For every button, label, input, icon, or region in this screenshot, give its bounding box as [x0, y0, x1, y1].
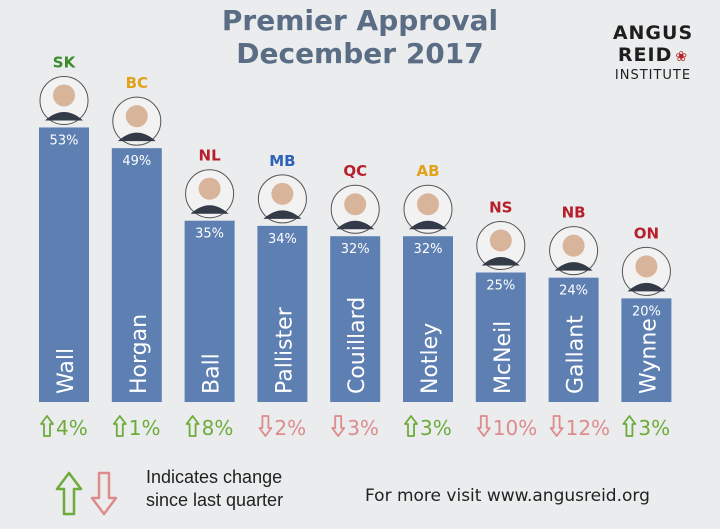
title-line-2: December 2017 — [236, 37, 484, 70]
angus-reid-logo: ANGUS REID ❀ INSTITUTE — [598, 22, 708, 84]
province-code: SK — [53, 53, 77, 71]
premier-name-label: Gallant — [564, 315, 589, 394]
bar — [111, 148, 162, 402]
up-arrow-icon — [112, 415, 127, 437]
face-shape — [635, 255, 658, 278]
province-code: NB — [562, 204, 586, 222]
bar — [257, 225, 308, 402]
premier-name-label: Wynne — [636, 318, 661, 394]
bar — [621, 298, 672, 402]
shoulders-shape — [627, 282, 666, 292]
legend-text: Indicates change since last quarter — [146, 466, 326, 512]
face-shape — [271, 182, 294, 205]
down-arrow-icon — [549, 415, 564, 437]
face-shape — [198, 177, 221, 200]
province-code: ON — [634, 224, 659, 242]
legend-text-line-1: Indicates change — [146, 467, 283, 487]
province-code: QC — [343, 162, 367, 180]
shoulders-shape — [554, 262, 593, 271]
value-label: 25% — [486, 279, 515, 294]
change-label: 2% — [274, 416, 306, 440]
legend-text-line-2: since last quarter — [146, 490, 284, 510]
logo-word-institute: INSTITUTE — [614, 68, 692, 83]
province-code: NS — [489, 199, 512, 217]
premier-name-label: Ball — [200, 353, 225, 394]
value-label: 24% — [559, 284, 588, 299]
chart-title: Premier Approval December 2017 — [170, 4, 550, 70]
change-label: 3% — [638, 416, 670, 440]
title-line-1: Premier Approval — [221, 4, 499, 37]
shoulders-shape — [45, 111, 83, 121]
up-arrow-icon — [622, 415, 637, 437]
bar — [548, 277, 599, 402]
up-arrow-icon — [55, 471, 83, 516]
face-shape — [489, 229, 512, 252]
down-arrow-icon — [90, 471, 118, 516]
value-label: 20% — [632, 304, 661, 319]
up-arrow-icon — [40, 415, 54, 437]
face-shape — [53, 84, 75, 107]
up-arrow-icon — [185, 415, 200, 437]
bar — [475, 272, 526, 402]
shoulders-shape — [263, 210, 302, 219]
bar — [330, 236, 381, 402]
shoulders-shape — [409, 220, 447, 230]
change-label: 8% — [202, 416, 234, 440]
bar — [184, 220, 235, 402]
face-shape — [125, 105, 148, 128]
shoulders-shape — [481, 257, 520, 266]
approval-bar-chart: 53% Wall SK 4% 49% Horgan BC 1% 35% Ball NL 8% 34% Pa… — [39, 53, 672, 440]
value-label: 49% — [122, 154, 151, 169]
more-info-text: For more visit www.angusreid.org — [365, 486, 650, 506]
legend-arrows — [55, 471, 118, 516]
shoulders-shape — [190, 205, 229, 214]
value-label: 35% — [195, 227, 224, 242]
province-code: NL — [199, 147, 222, 165]
value-label: 32% — [341, 242, 370, 257]
face-shape — [417, 193, 439, 216]
value-label: 53% — [50, 133, 79, 148]
premier-name-label: Couillard — [345, 297, 370, 394]
premier-name-label: Pallister — [272, 306, 297, 394]
change-label: 4% — [56, 416, 88, 440]
maple-leaf-icon: ❀ — [675, 49, 689, 65]
province-code: MB — [269, 152, 295, 170]
down-arrow-icon — [476, 415, 491, 437]
value-label: 34% — [268, 232, 297, 247]
province-code: BC — [126, 74, 148, 92]
premier-name-label: McNeil — [491, 321, 516, 394]
down-arrow-icon — [331, 415, 346, 437]
logo-word-angus: ANGUS — [612, 22, 694, 44]
bar — [403, 236, 453, 402]
change-label: 3% — [347, 416, 379, 440]
bar — [39, 127, 89, 403]
change-label: 3% — [420, 416, 452, 440]
change-label: 12% — [566, 416, 610, 440]
change-label: 10% — [493, 416, 537, 440]
down-arrow-icon — [258, 415, 273, 437]
logo-word-reid: REID — [617, 44, 673, 66]
shoulders-shape — [336, 220, 375, 230]
premier-name-label: Wall — [54, 348, 79, 394]
value-label: 32% — [414, 242, 443, 257]
premier-name-label: Horgan — [127, 314, 152, 394]
face-shape — [562, 234, 585, 257]
province-code: AB — [416, 162, 439, 180]
up-arrow-icon — [404, 415, 418, 437]
face-shape — [344, 193, 367, 216]
premier-name-label: Notley — [418, 323, 443, 394]
shoulders-shape — [117, 132, 156, 142]
change-label: 1% — [129, 416, 161, 440]
